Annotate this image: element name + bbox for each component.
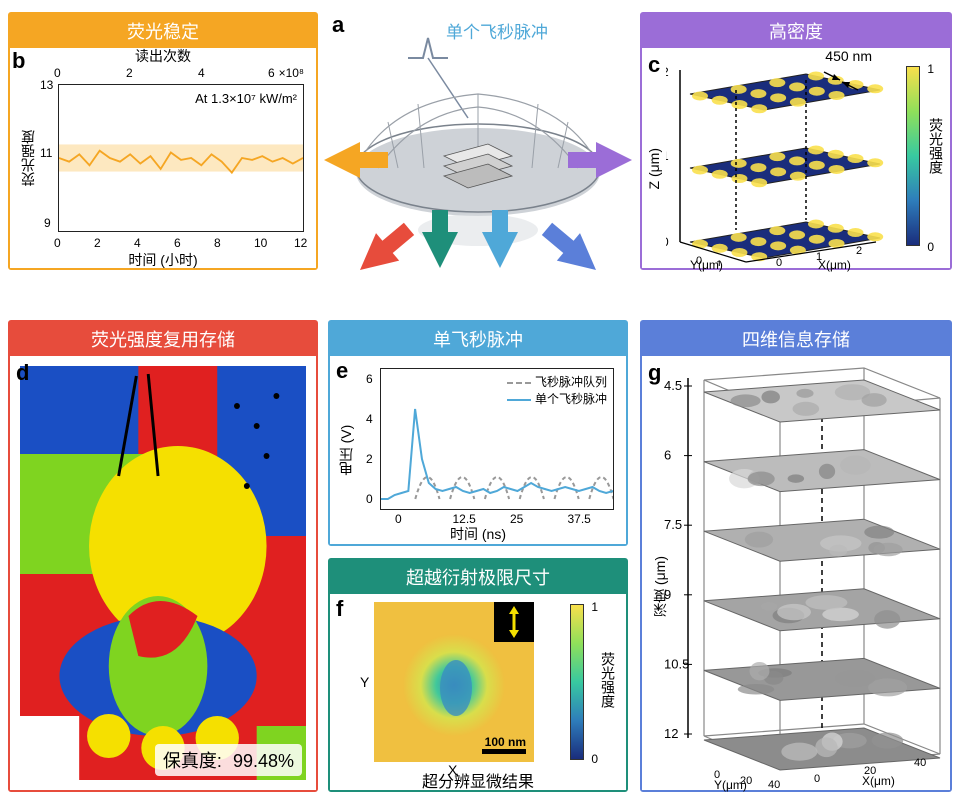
panel-f-caption: 超分辨显微结果 <box>422 768 534 792</box>
svg-text:2: 2 <box>666 65 669 79</box>
panel-e-title: 单飞秒脉冲 <box>330 322 626 356</box>
panel-g-title: 四维信息存储 <box>642 322 950 356</box>
label-d: d <box>16 360 29 386</box>
chart-b-xlabel: 时间 (小时) <box>128 250 197 270</box>
chart-b-frame: At 1.3×10⁷ kW/m² <box>58 84 304 232</box>
panel-c-svg: 2 1 0 01 012 <box>666 50 904 266</box>
panel-f-title: 超越衍射极限尺寸 <box>330 560 626 594</box>
svg-text:12: 12 <box>664 726 678 741</box>
panel-d-fidelity: 保真度: 99.48% <box>155 744 302 776</box>
center-svg <box>328 12 628 270</box>
chart-b-annotation: At 1.3×10⁷ kW/m² <box>195 91 297 106</box>
panel-f-body: f 100 nm <box>330 594 626 790</box>
svg-text:7.5: 7.5 <box>664 517 682 532</box>
panel-intensity-multiplex: 荧光强度复用存储 d <box>8 320 318 792</box>
panel-f-scalebar: 100 nm <box>482 735 526 754</box>
panel-d-title: 荧光强度复用存储 <box>10 322 316 356</box>
panel-g-body: g 4.567.5910.512 02040 02040 深度 (μm) Y(μ… <box>642 356 950 790</box>
panel-c-cblabel: 荧光强度 <box>926 118 946 174</box>
panel-f-cblabel: 荧光强度 <box>598 652 618 708</box>
panel-c-ylabel: Y(μm) <box>690 258 723 272</box>
panel-f-inset <box>494 602 534 642</box>
svg-text:40: 40 <box>914 757 926 769</box>
label-e: e <box>336 358 348 384</box>
panel-subdiffraction: 超越衍射极限尺寸 f <box>328 558 628 792</box>
label-a: a <box>332 12 344 38</box>
center-caption: 单个飞秒脉冲 <box>446 18 548 43</box>
panel-g-ylabel: Y(μm) <box>714 778 747 792</box>
chart-e-ylabel: 电压 (V) <box>336 425 356 476</box>
chart-b-top-xlabel: 读出次数 <box>135 46 191 66</box>
panel-e-body: e 飞秒脉冲队列 单个飞秒脉冲 时间 (ns) 电压 (V) 012.52537… <box>330 356 626 544</box>
panel-4d-storage: 四维信息存储 g 4.567.5910.512 02040 02040 深度 (… <box>640 320 952 792</box>
panel-c-zlabel: Z (μm) <box>646 148 662 190</box>
panel-center-schematic: a 单个飞秒脉冲 <box>328 12 628 270</box>
chart-e-frame: 飞秒脉冲队列 单个飞秒脉冲 <box>380 368 614 510</box>
panel-c-spacing: 450 nm <box>825 48 872 64</box>
chart-e-xlabel: 时间 (ns) <box>450 524 506 544</box>
svg-text:0: 0 <box>776 257 782 266</box>
panel-f-image: 100 nm <box>374 602 534 762</box>
panel-c-body: c 2 1 0 01 012 Z (μm) Y(μ <box>642 48 950 268</box>
svg-text:1: 1 <box>666 149 669 163</box>
chart-e-legend: 飞秒脉冲队列 单个飞秒脉冲 <box>507 373 607 407</box>
panel-b-body: b At 1.3×10⁷ kW/m² 读出次数 ×10⁸ 0 2 4 6 时间 … <box>10 48 316 268</box>
panel-g-svg: 4.567.5910.512 02040 02040 <box>644 358 952 788</box>
svg-text:4.5: 4.5 <box>664 378 682 393</box>
label-g: g <box>648 360 661 386</box>
panel-d-image <box>20 366 306 780</box>
panel-f-ylabel: Y <box>360 674 369 690</box>
label-b: b <box>12 48 25 74</box>
label-f: f <box>336 596 343 622</box>
svg-text:40: 40 <box>768 779 780 788</box>
panel-g-depthlabel: 深度 (μm) <box>650 556 670 617</box>
panel-g-xlabel: X(μm) <box>862 774 895 788</box>
panel-c-xlabel: X(μm) <box>818 258 851 272</box>
panel-single-pulse: 单飞秒脉冲 e 飞秒脉冲队列 单个飞秒脉冲 时间 (ns) 电压 (V) 012… <box>328 320 628 546</box>
chart-b-ylabel: 荧光强度 <box>18 130 38 186</box>
panel-c-colorbar <box>906 66 920 246</box>
svg-text:6: 6 <box>664 448 671 463</box>
panel-d-body: d 保 <box>10 356 316 790</box>
svg-text:0: 0 <box>814 773 820 785</box>
chart-b-top-exp: ×10⁸ <box>279 66 304 80</box>
chart-b-svg <box>59 85 303 231</box>
panel-f-colorbar <box>570 604 584 760</box>
panel-fluorescence-stability: 荧光稳定 b At 1.3×10⁷ kW/m² 读出次数 ×10⁸ 0 2 4 … <box>8 12 318 270</box>
panel-c-title: 高密度 <box>642 14 950 48</box>
label-c: c <box>648 52 660 78</box>
panel-high-density: 高密度 c 2 1 0 01 012 Z ( <box>640 12 952 270</box>
svg-text:0: 0 <box>666 235 669 249</box>
panel-b-title: 荧光稳定 <box>10 14 316 48</box>
svg-text:2: 2 <box>856 245 862 257</box>
chart-e-line <box>381 409 613 499</box>
